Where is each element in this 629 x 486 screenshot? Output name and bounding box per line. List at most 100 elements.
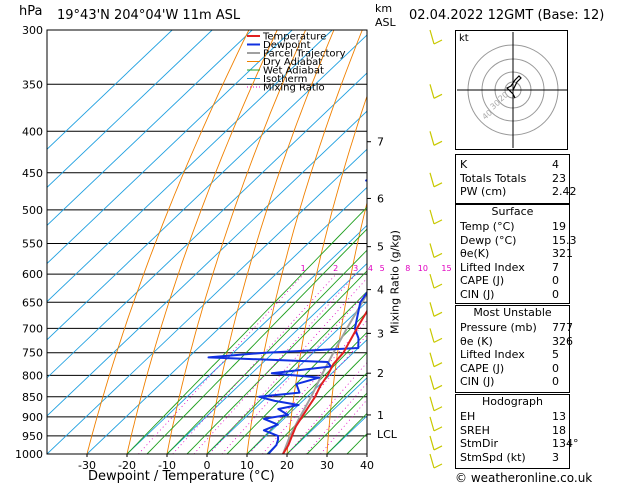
wet-adiabat-line: [186, 270, 367, 454]
wind-barb: [429, 328, 435, 343]
index-row: Pressure (mb) 777: [460, 321, 573, 334]
km-tick-label: 5: [377, 241, 384, 254]
index-key: Totals Totals: [460, 171, 527, 185]
index-value: 13: [552, 410, 566, 423]
mixing-ratio-line: [209, 277, 367, 454]
dewpoint-line: [207, 178, 367, 454]
km-tick-label: 2: [377, 367, 384, 380]
isotherm-line: [206, 300, 367, 454]
index-value: 777: [552, 321, 573, 334]
index-row: CAPE (J) 0: [460, 362, 565, 375]
index-key: θe (K): [460, 334, 493, 348]
pressure-tick-label: 900: [22, 411, 43, 424]
isotherm-line: [47, 72, 367, 379]
wet-adiabat-line: [206, 290, 367, 454]
wind-barb-flag: [433, 384, 443, 390]
mixing-ratio-label: 8: [405, 264, 410, 273]
index-value: 4: [552, 158, 559, 171]
indices-basic: K 4 Totals Totals 23 PW (cm) 2.42: [455, 154, 577, 204]
pressure-tick-label: 450: [22, 167, 43, 180]
location-title: 19°43'N 204°04'W 11m ASL: [57, 8, 241, 23]
most-unstable-title: Most Unstable: [473, 306, 552, 319]
wind-barb: [429, 302, 435, 317]
index-value: 0: [552, 274, 559, 287]
wet-adiabat-line: [286, 372, 367, 454]
wind-barb-flag: [433, 362, 443, 368]
wind-barb-flag: [433, 252, 443, 258]
index-row: PW (cm) 2.42: [460, 185, 577, 198]
index-key: Temp (°C): [460, 220, 515, 233]
x-axis-title: Dewpoint / Temperature (°C): [88, 469, 275, 484]
index-row: θe(K) 321: [460, 247, 573, 260]
index-value: 3: [552, 450, 559, 464]
dry-adiabat-line: [166, 30, 307, 454]
isotherm-line: [47, 30, 173, 150]
mixing-ratio-label: 15: [441, 264, 451, 273]
index-row: Temp (°C) 19: [460, 220, 566, 233]
pressure-tick-label: 700: [22, 322, 43, 335]
hodograph-trace: [505, 75, 522, 99]
index-row: StmDir 134°: [460, 437, 579, 450]
index-row: θe (K) 326: [460, 334, 573, 348]
x-tick-label: 20: [280, 459, 294, 472]
wind-barb: [429, 273, 435, 289]
mixing-ratio-axis-title: Mixing Ratio (g/kg): [388, 230, 402, 334]
index-row: Dewp (°C) 15.3: [460, 233, 577, 247]
isotherm-line: [126, 224, 367, 454]
index-row: SREH 18: [460, 423, 566, 437]
index-key: Dewp (°C): [460, 233, 517, 247]
legend-label: Wet Adiabat: [263, 66, 324, 77]
index-value: 326: [552, 334, 573, 348]
legend-label: Isotherm: [263, 74, 307, 85]
hodograph-panel: kt 40 30 20: [455, 30, 568, 150]
mixing-ratio-label: 10: [418, 264, 428, 273]
x-tick-label: -20: [118, 459, 136, 472]
isotherm-line: [286, 377, 367, 454]
index-row: EH 13: [460, 410, 566, 423]
mixing-ratio-label: 3: [353, 264, 358, 273]
km-tick-label: 6: [377, 192, 384, 205]
wind-barb: [429, 29, 435, 45]
wind-barb-flag: [433, 219, 443, 225]
index-value: 0: [552, 361, 559, 375]
wind-barb: [429, 435, 435, 451]
pressure-tick-label: 550: [22, 237, 43, 250]
index-row: Lifted Index 7: [460, 261, 565, 274]
wind-barb-flag: [433, 463, 443, 469]
isotherm-line: [47, 30, 253, 227]
isotherm-line: [47, 30, 293, 265]
index-value: 2.42: [552, 185, 577, 198]
index-key: SREH: [460, 423, 490, 437]
index-row: Totals Totals 23: [460, 171, 566, 185]
index-key: CIN (J): [460, 375, 495, 388]
pressure-tick-label: 600: [22, 268, 43, 281]
index-key: StmDir: [460, 437, 499, 450]
pressure-tick-label: 350: [22, 78, 43, 91]
pressure-tick-label: 300: [22, 24, 43, 37]
km-tick-label: 1: [377, 409, 384, 422]
index-key: StmSpd (kt): [460, 450, 526, 464]
mixing-ratio-line: [248, 319, 367, 454]
index-key: CAPE (J): [460, 361, 505, 375]
units-hpa: hPa: [19, 4, 43, 19]
wind-barb-flag: [433, 406, 443, 412]
indices-most-unstable: Most Unstable Pressure (mb) 777 θe (K) 326 L…: [455, 305, 573, 393]
km-tick-label: 7: [377, 136, 384, 149]
hodograph-title: Hodograph: [482, 395, 543, 408]
x-tick-label: -30: [78, 459, 96, 472]
indices-surface: Surface Temp (°C) 19 Dewp (°C) 15.3 θe(K) 321…: [455, 204, 577, 304]
wind-barb: [429, 352, 435, 367]
index-key: CIN (J): [460, 287, 495, 301]
wind-barb: [429, 243, 435, 258]
wet-adiabat-line: [166, 249, 367, 454]
parcel-trajectory-line: [282, 291, 367, 454]
index-key: CAPE (J): [460, 274, 505, 287]
datetime-title: 02.04.2022 12GMT (Base: 12): [409, 8, 605, 23]
pressure-tick-label: 500: [22, 204, 43, 217]
x-tick-label: 10: [240, 459, 254, 472]
index-value: 15.3: [552, 233, 577, 247]
mixing-ratio-line: [172, 273, 337, 454]
km-tick-label: 3: [377, 327, 384, 340]
